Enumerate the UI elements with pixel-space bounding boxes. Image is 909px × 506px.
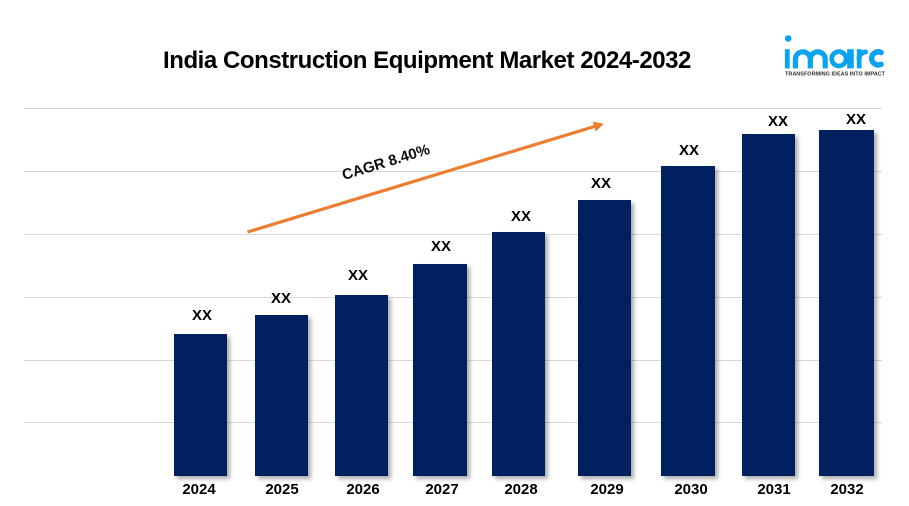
- svg-text:TRANSFORMING IDEAS INTO IMPACT: TRANSFORMING IDEAS INTO IMPACT: [785, 71, 886, 77]
